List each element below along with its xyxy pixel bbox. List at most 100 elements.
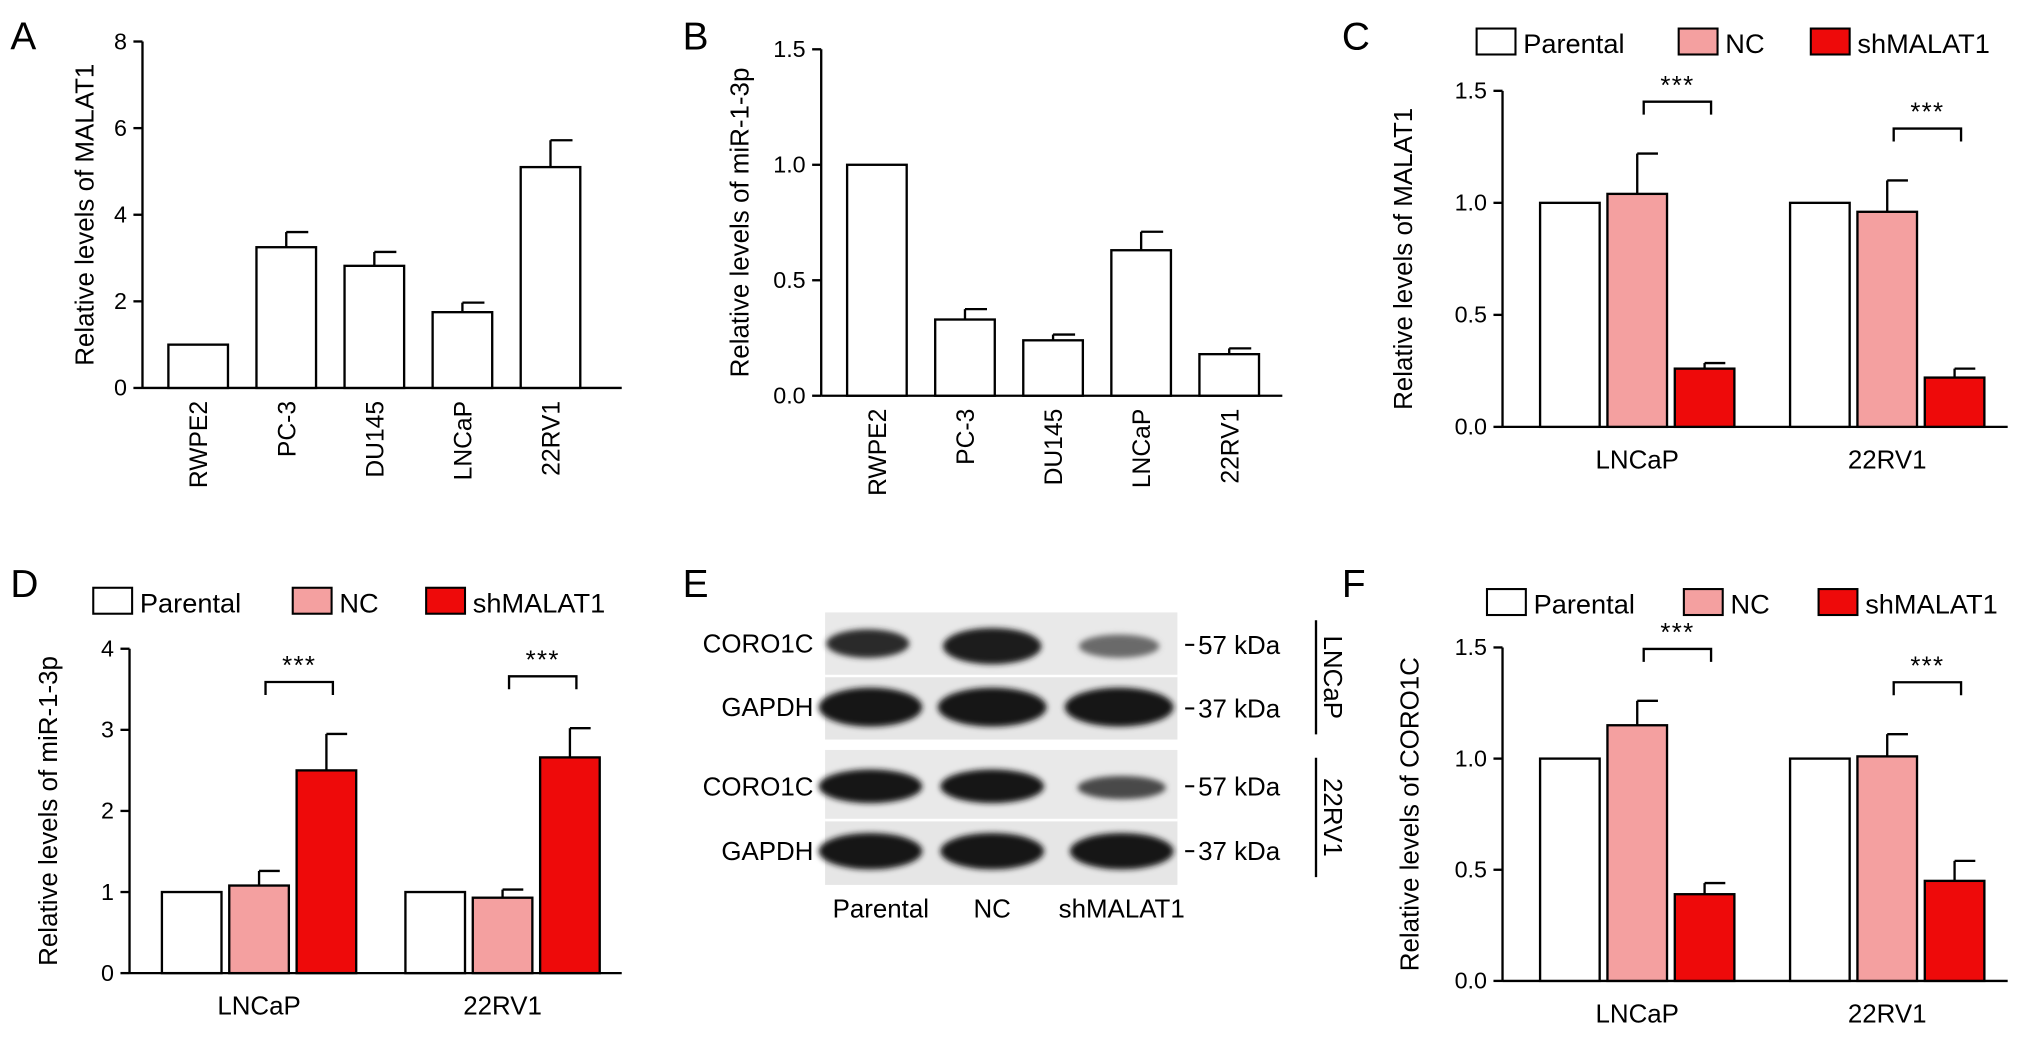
bar: [1856, 210, 1919, 429]
blot-band: [1069, 832, 1174, 870]
legend-swatch: [1817, 588, 1859, 617]
significance-label: ***: [1660, 72, 1694, 100]
y-tick-label: 0.5: [1455, 302, 1487, 328]
y-tick-label: 0.5: [773, 267, 805, 293]
chart-panel-d: 0 1 2 3 4 Relative levels of miR-1-3p LNCaP ***…: [35, 636, 622, 1021]
legend-label: Parental: [1534, 589, 1635, 620]
y-tick-label: 0.0: [773, 383, 805, 409]
bar: [1788, 201, 1851, 429]
y-tick-label: 6: [114, 115, 127, 141]
bar: [1856, 755, 1919, 983]
chart-panel-a: 0 2 4 6 8 Relative levels of MALAT1 RWPE2 PC-3 D…: [71, 28, 622, 488]
blot-band: [1064, 687, 1174, 727]
y-tick-label: 2: [114, 288, 127, 314]
legend-panel-f: Parental NC shMALAT1: [1485, 588, 1998, 620]
bar: [1538, 757, 1601, 983]
bar: [1673, 893, 1736, 983]
significance-label: ***: [526, 647, 560, 675]
blot-size-label: 57 kDa: [1198, 632, 1281, 660]
blot-row-label: CORO1C: [703, 631, 814, 659]
y-axis-label: Relative levels of miR-1-3p: [727, 68, 755, 378]
chart-panel-f: 0.0 0.5 1.0 1.5 Relative levels of CORO1C LNC…: [1396, 619, 2008, 1028]
x-tick-label: 22RV1: [1848, 446, 1927, 474]
bar: [404, 890, 467, 975]
x-tick-label: 22RV1: [463, 993, 542, 1021]
significance-label: ***: [1910, 652, 1944, 680]
bar: [1606, 724, 1669, 983]
bar: [845, 163, 908, 397]
legend-label: shMALAT1: [1857, 28, 1990, 59]
x-tick-label: PC-3: [953, 409, 980, 465]
blot-band: [818, 832, 923, 870]
bar: [538, 756, 601, 975]
legend-label: shMALAT1: [473, 587, 606, 618]
western-blot-panel: CORO1C GAPDH CORO1C GAPDH 57 kDa 37 kDa …: [703, 612, 1346, 923]
significance-bracket: [1892, 127, 1963, 142]
x-tick-label: RWPE2: [186, 401, 213, 488]
y-axis-label: Relative levels of MALAT1: [1390, 108, 1418, 410]
bar: [431, 311, 494, 390]
panel-letter-a: A: [10, 15, 36, 58]
bar: [1022, 339, 1085, 397]
panel-letter-b: B: [683, 15, 709, 58]
bar: [1788, 757, 1851, 983]
bar: [160, 890, 223, 975]
y-tick-label: 3: [101, 717, 114, 743]
y-tick-label: 1: [101, 879, 114, 905]
y-tick-label: 1.5: [1455, 634, 1487, 660]
bar: [1923, 376, 1986, 429]
bar: [1538, 201, 1601, 429]
x-tick-label: LNCaP: [217, 993, 300, 1021]
legend-swatch: [1475, 27, 1517, 56]
x-tick-label: 22RV1: [1217, 409, 1244, 484]
x-tick-label: LNCaP: [1596, 446, 1679, 474]
y-tick-label: 1.5: [773, 36, 805, 62]
significance-bracket: [264, 680, 335, 695]
blot-size-label: 37 kDa: [1198, 695, 1281, 723]
y-tick-label: 1.5: [1455, 78, 1487, 104]
y-tick-label: 0: [101, 960, 114, 986]
blot-band: [826, 629, 910, 658]
legend-panel-d: Parental NC shMALAT1: [92, 586, 606, 618]
blot-lane-label: shMALAT1: [1059, 895, 1185, 923]
legend-swatch: [1682, 588, 1724, 617]
significance-bracket: [1642, 647, 1713, 662]
significance-label: ***: [1660, 619, 1694, 647]
y-tick-label: 4: [101, 636, 114, 662]
legend-label: NC: [1725, 28, 1764, 59]
bar: [1673, 367, 1736, 429]
legend-swatch: [92, 586, 134, 615]
bar: [1606, 192, 1669, 429]
blot-lane-label: NC: [973, 895, 1010, 923]
bar: [1110, 249, 1173, 397]
legend-label: Parental: [140, 587, 241, 618]
blot-band: [1078, 634, 1160, 658]
blot-lane-label: Parental: [833, 895, 929, 923]
significance-bracket: [507, 675, 578, 690]
y-tick-label: 8: [114, 28, 127, 54]
y-tick-label: 1.0: [1455, 190, 1487, 216]
significance-label: ***: [282, 652, 316, 680]
blot-band: [818, 687, 923, 727]
legend-swatch: [425, 586, 467, 615]
significance-bracket: [1642, 100, 1713, 115]
bar: [343, 264, 406, 390]
chart-panel-b: 0.0 0.5 1.0 1.5 Relative levels of miR-1-3p R…: [727, 36, 1283, 496]
panel-letter-c: C: [1342, 15, 1370, 58]
y-tick-label: 1.0: [1455, 745, 1487, 771]
x-tick-label: DU145: [1041, 409, 1068, 486]
x-tick-label: 22RV1: [1848, 1000, 1927, 1028]
blot-band: [940, 769, 1044, 804]
bar: [1198, 352, 1261, 397]
y-tick-label: 0.5: [1455, 857, 1487, 883]
legend-swatch: [1677, 27, 1719, 56]
x-tick-label: PC-3: [274, 401, 301, 457]
significance-label: ***: [1910, 99, 1944, 127]
y-tick-label: 2: [101, 798, 114, 824]
y-axis-label: Relative levels of miR-1-3p: [35, 656, 63, 966]
bar: [471, 896, 534, 975]
bar: [295, 769, 358, 975]
x-tick-label: RWPE2: [865, 409, 892, 496]
legend-panel-c: Parental NC shMALAT1: [1475, 27, 1990, 59]
x-tick-label: 22RV1: [539, 401, 566, 476]
